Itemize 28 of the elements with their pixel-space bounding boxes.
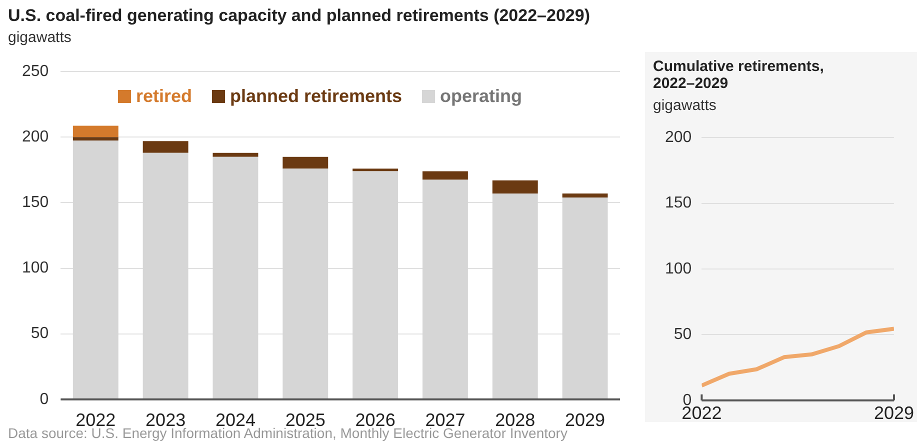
y-tick-label: 200 [22,128,49,146]
y-tick-label: 0 [40,390,49,408]
legend-label: operating [440,86,522,106]
y-tick-label: 200 [664,129,692,146]
y-tick-label: 100 [22,260,49,277]
chart-title: U.S. coal-fired generating capacity and planned retirements (2022–2029) [8,6,590,26]
x-tick-label: 2029 [874,403,914,424]
x-tick-label: 2029 [565,410,606,430]
y-tick-label: 150 [22,194,49,212]
bar [212,152,258,157]
y-tick-label: 250 [22,63,49,80]
bar [352,168,398,172]
y-tick-label: 50 [30,325,49,342]
bar [422,171,468,180]
bar [562,194,608,198]
y-axis-title: gigawatts [653,97,716,114]
legend-label: planned retirements [230,86,402,106]
bar [282,156,328,169]
y-axis-title: gigawatts [8,29,72,46]
bar [72,137,118,140]
legend-label: retired [136,86,192,106]
y-tick-label: 50 [674,326,692,344]
y-tick-label: 100 [664,260,692,278]
y-tick-label: 150 [664,194,692,212]
bar [72,126,118,138]
bar [492,180,538,194]
chart-title: Cumulative retirements, 2022–2029 [653,58,825,92]
bar [142,141,188,153]
